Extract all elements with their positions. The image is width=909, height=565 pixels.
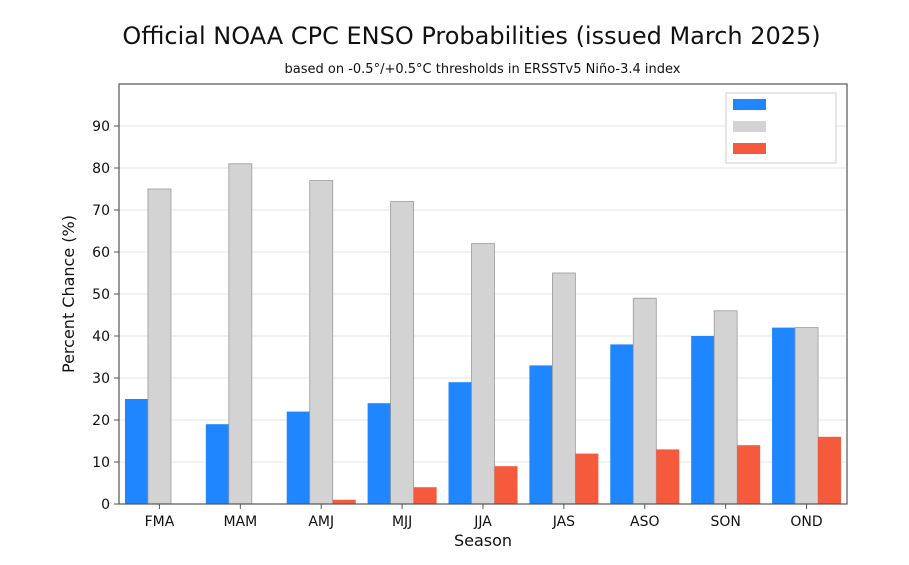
bar [286,411,310,504]
bar [471,243,495,505]
bar [737,445,761,504]
bar [575,453,599,504]
y-axis-ticks: 0 10 20 30 40 50 60 70 80 90 [92,119,119,513]
x-tick-label: MJJ [392,514,412,530]
legend-swatch [733,143,766,154]
bar [390,201,415,505]
x-tick-label: SON [710,514,740,530]
chart-subtitle: based on -0.5°/+0.5°C thresholds in ERSS… [284,62,681,77]
y-tick-label: 10 [92,455,110,471]
bar [413,487,437,504]
bar [772,327,796,504]
y-tick-label: 30 [92,371,110,387]
legend-swatch [733,121,766,132]
y-tick-label: 70 [92,203,110,219]
bar [448,382,472,504]
y-tick-label: 40 [92,329,110,345]
bars [124,163,842,505]
bar [610,344,634,504]
bar [147,188,172,505]
bar [228,163,253,505]
legend-swatch [733,99,766,110]
bar [494,466,518,504]
x-tick-label: FMA [145,514,175,530]
bar [794,327,819,505]
bar [551,272,576,505]
y-tick-label: 90 [92,119,110,135]
legend [725,92,837,164]
bar [529,365,553,504]
x-tick-label: ASO [630,514,659,530]
bar [713,310,738,505]
x-tick-label: OND [790,514,822,530]
bar [124,399,148,504]
chart-title: Official NOAA CPC ENSO Probabilities (is… [122,22,821,50]
bar [632,297,657,505]
bar [309,180,334,505]
x-tick-label: JAS [552,514,575,530]
x-tick-label: MAM [223,514,257,530]
bar [205,424,229,504]
x-axis-label: Season [454,531,512,550]
x-axis-ticks: FMA MAM AMJ MJJ JJA JAS ASO SON OND [145,504,823,530]
bar [691,336,715,504]
y-tick-label: 20 [92,413,110,429]
bar [332,499,356,504]
bar [367,403,391,504]
y-tick-label: 60 [92,245,110,261]
y-tick-label: 50 [92,287,110,303]
bar [818,436,842,504]
bar [656,449,680,504]
y-axis-label: Percent Chance (%) [59,215,78,373]
y-tick-label: 0 [101,497,110,513]
x-tick-label: JJA [473,514,492,530]
x-tick-label: AMJ [308,514,334,530]
y-tick-label: 80 [92,161,110,177]
